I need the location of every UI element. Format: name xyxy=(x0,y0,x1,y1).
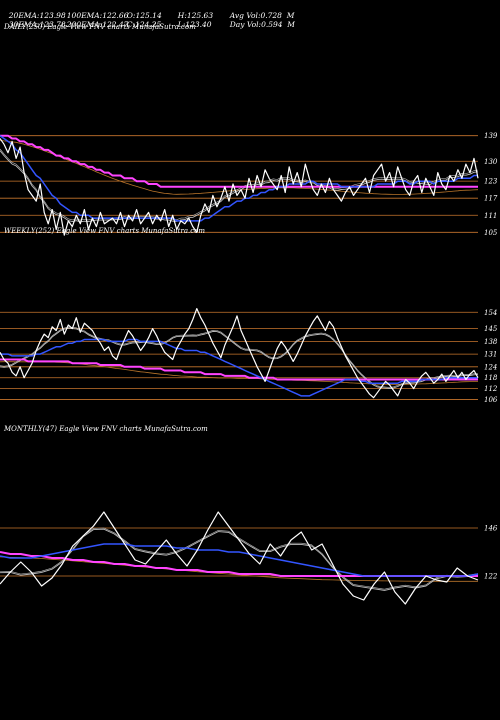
weekly-panel: WEEKLY(252) Eagle View FNV charts Munafa… xyxy=(0,227,498,404)
stats-row-1: 20EMA:123.98100EMA:122.66O:125.14 H:125.6… xyxy=(4,2,295,20)
stat-low: L:123.40 xyxy=(177,20,212,29)
monthly-title: MONTHLY(47) Eagle View FNV charts Munafa… xyxy=(3,425,208,433)
weekly-title: WEEKLY(252) Eagle View FNV charts Munafa… xyxy=(4,227,205,235)
daily-ema-mid2-line xyxy=(0,148,479,221)
weekly-ema-slow-line xyxy=(0,358,478,381)
stat-avg-vol: Avg Vol:0.728 M xyxy=(229,11,295,20)
monthly-tick-label: 146 xyxy=(484,525,498,533)
monthly-ema-slow-line xyxy=(0,551,478,577)
stat-day-vol: Day Vol:0.594 M xyxy=(229,20,295,29)
weekly-tick-label: 118 xyxy=(484,374,498,382)
stat-close: C:124.25 xyxy=(126,20,162,29)
weekly-tick-label: 124 xyxy=(484,363,497,371)
weekly-tick-label: 138 xyxy=(484,338,498,346)
daily-panel: DAILY(250) Eagle View FNV charts MunafaS… xyxy=(0,23,498,237)
stat-open: O:125.14 xyxy=(126,11,162,20)
weekly-tick-label: 112 xyxy=(484,385,498,393)
monthly-ema-mid2-line xyxy=(0,527,479,590)
daily-tick-label: 111 xyxy=(484,212,497,220)
stat-100ema: 100EMA:122.66 xyxy=(66,11,129,20)
weekly-tick-label: 154 xyxy=(484,309,497,317)
stat-high: H:125.63 xyxy=(177,11,214,20)
weekly-tick-label: 145 xyxy=(484,325,498,333)
daily-ema-fast-line xyxy=(0,135,478,222)
monthly-tick-label: 122 xyxy=(484,573,498,581)
monthly-panel: MONTHLY(47) Eagle View FNV charts Munafa… xyxy=(0,425,498,605)
stat-20ema: 20EMA:123.98 xyxy=(8,11,66,20)
daily-title: DAILY(250) Eagle View FNV charts MunafaS… xyxy=(3,23,196,31)
monthly-price-line xyxy=(0,511,479,605)
weekly-price-line xyxy=(0,308,479,399)
daily-price-line xyxy=(0,138,479,236)
weekly-tick-label: 106 xyxy=(484,396,498,404)
daily-ema-slow-line xyxy=(0,134,478,188)
stats-row-2: 30EMA:123.78200EMA:122.47C:124.25 L:123.4… xyxy=(4,11,295,29)
daily-tick-label: 105 xyxy=(484,229,498,237)
stat-30ema: 30EMA:123.78 xyxy=(8,20,66,29)
daily-tick-label: 139 xyxy=(484,132,498,140)
daily-tick-label: 130 xyxy=(484,158,498,166)
stat-200ema: 200EMA:122.47 xyxy=(66,20,129,29)
daily-tick-label: 123 xyxy=(484,178,498,186)
monthly-ema-fast-line xyxy=(0,543,479,577)
weekly-tick-label: 131 xyxy=(484,351,497,359)
weekly-ema-fast-line xyxy=(0,338,478,397)
daily-tick-label: 117 xyxy=(484,195,498,203)
